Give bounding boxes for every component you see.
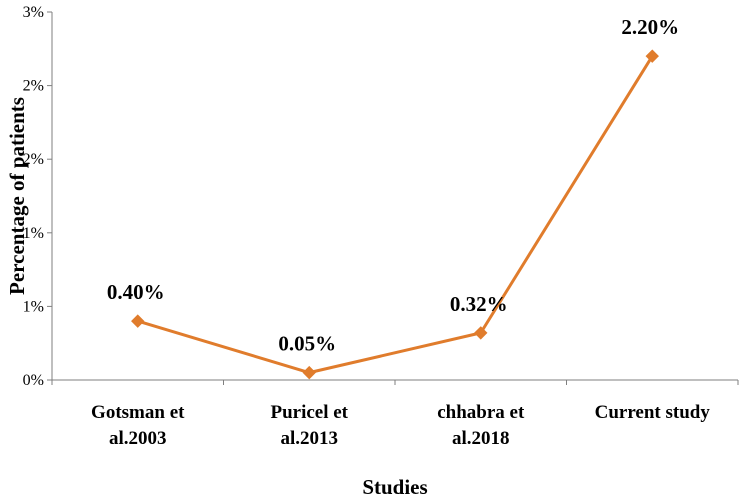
data-labels: 0.40% 0.05% 0.32% 2.20%: [107, 15, 679, 355]
data-label: 0.32%: [450, 292, 508, 316]
data-point-marker: [131, 314, 145, 328]
data-label: 0.40%: [107, 280, 165, 304]
data-label: 2.20%: [621, 15, 679, 39]
data-point-marker: [645, 49, 659, 63]
x-category-label-line: al.2018: [452, 428, 510, 449]
x-axis-categories: Gotsman et al.2003 Puricel et al.2013 chhabr…: [51, 380, 739, 449]
x-category-label: Current study: [595, 402, 711, 423]
x-axis-title: Studies: [362, 475, 427, 499]
y-tick-label: 1%: [23, 225, 44, 242]
y-tick-label: 1%: [23, 298, 44, 315]
data-label: 0.05%: [278, 332, 336, 356]
x-category-label-line: al.2013: [280, 428, 338, 449]
x-category-label-line: chhabra et: [437, 402, 525, 423]
x-category-label-line: al.2003: [109, 428, 167, 449]
data-point-marker: [474, 326, 488, 340]
x-category-label-line: Puricel et: [270, 402, 348, 423]
y-tick-label: 2%: [23, 78, 44, 95]
y-tick-label: 3%: [23, 4, 44, 21]
data-point-marker: [302, 365, 316, 380]
y-axis-title: Percentage of patients: [5, 97, 29, 295]
x-category-label: Puricel et al.2013: [270, 402, 348, 449]
y-tick-label: 2%: [23, 151, 44, 168]
y-axis-ticks: 0% 1% 1% 2% 2% 3%: [23, 4, 52, 389]
series-line: [137, 55, 654, 375]
x-category-label: Gotsman et al.2003: [91, 402, 185, 449]
y-tick-label: 0%: [23, 372, 44, 389]
series-layer: [131, 49, 659, 380]
x-category-label-line: Gotsman et: [91, 402, 185, 423]
x-category-label: chhabra et al.2018: [437, 402, 525, 449]
x-category-label-line: Current study: [595, 402, 711, 423]
